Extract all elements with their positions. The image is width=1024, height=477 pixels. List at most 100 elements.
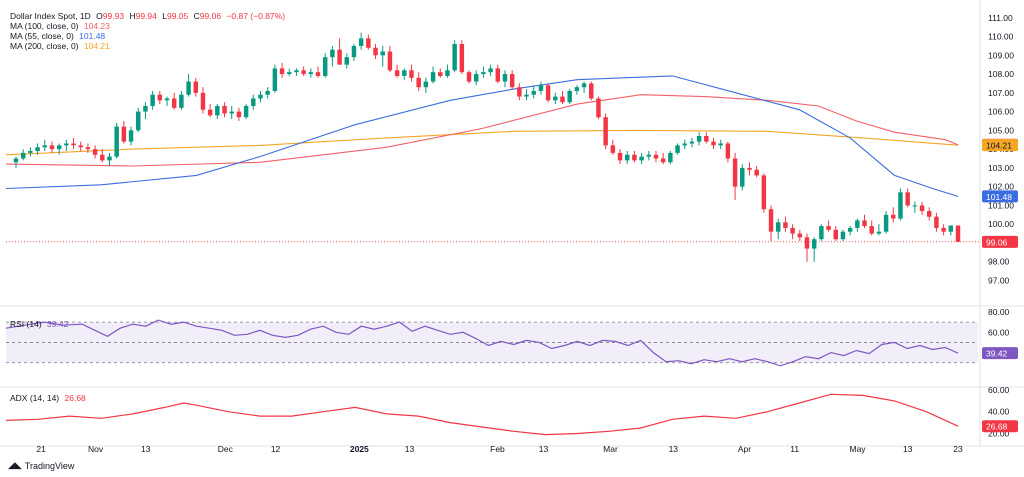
candle-body	[639, 156, 644, 161]
ma200-line	[5, 129, 959, 156]
candle-body	[85, 147, 91, 150]
candle-body	[157, 94, 163, 101]
rsi-badge-bg	[982, 347, 1018, 360]
candle-body	[71, 143, 76, 146]
candle-body	[251, 98, 256, 106]
price-tick-label: 109.00	[988, 50, 1014, 60]
candle-body	[301, 70, 306, 75]
adx-tick-label: 60.00	[988, 385, 1010, 395]
candle-body	[294, 70, 299, 73]
ma200-badge-bg	[982, 139, 1018, 152]
candle-body	[833, 229, 838, 240]
tradingview-logo-icon: ◢◣	[8, 460, 22, 470]
ma100-line	[5, 94, 959, 167]
candle-body	[337, 49, 342, 65]
candle-body	[35, 147, 40, 151]
candle-body	[603, 117, 608, 146]
candle-body	[927, 211, 932, 217]
adx-badge: 26.68	[986, 422, 1008, 432]
candle-body	[934, 216, 939, 228]
adx-tick-label: 20.00	[988, 428, 1010, 438]
candle-body	[912, 205, 918, 207]
candle-body	[373, 47, 378, 56]
candle-body	[351, 45, 357, 58]
candle-body	[840, 231, 846, 240]
candle-body	[567, 90, 572, 103]
close-label: C	[193, 11, 200, 21]
candle-body	[179, 94, 184, 108]
candle-body	[790, 227, 795, 234]
candle-body	[869, 226, 874, 234]
main-legend: Dollar Index Spot, 1D O99.93 H99.94 L99.…	[10, 11, 288, 21]
candle-body	[797, 233, 803, 238]
candle-body	[430, 72, 436, 82]
candle-body	[689, 141, 695, 144]
candle-body	[675, 145, 680, 153]
time-tick-label: 2025	[350, 444, 369, 454]
adx-badge-bg	[982, 420, 1018, 433]
candle-body	[747, 167, 752, 170]
candle-body	[445, 70, 450, 76]
candle-body	[696, 135, 702, 142]
candle-body	[668, 152, 673, 163]
candle-body	[775, 222, 781, 232]
tradingview-logo[interactable]: ◢◣ TradingView	[8, 460, 74, 471]
candle-body	[143, 105, 148, 112]
candle-body	[100, 154, 105, 161]
time-tick-label: 11	[790, 444, 799, 454]
candle-body	[330, 49, 335, 58]
candle-body	[13, 158, 19, 163]
candle-body	[919, 205, 925, 212]
candle-body	[322, 57, 328, 76]
price-tick-label: 98.00	[988, 257, 1010, 267]
open-number: 99.93	[102, 11, 125, 21]
time-tick-label: 13	[539, 444, 549, 454]
open-label: O	[96, 11, 103, 21]
ma200-value: 104.21	[83, 41, 110, 51]
adx-tick-label: 40.00	[988, 407, 1010, 417]
candle-body	[215, 105, 220, 116]
candle-body	[596, 98, 601, 118]
change-value: −0.87 (−0.87%)	[226, 11, 286, 21]
candle-body	[617, 152, 623, 161]
candle-body	[473, 74, 479, 82]
rsi-value: 39.42	[47, 319, 69, 329]
low-label: L	[162, 11, 167, 21]
price-tick-label: 111.00	[988, 13, 1013, 23]
candle-body	[754, 169, 759, 176]
price-tick-label: 105.00	[988, 125, 1014, 135]
time-tick-label: May	[849, 444, 866, 454]
price-tick-label: 108.00	[988, 69, 1014, 79]
candle-body	[459, 44, 465, 73]
rsi-line	[5, 319, 959, 367]
candle-body	[28, 151, 33, 153]
candle-body	[819, 226, 824, 240]
candle-body	[42, 145, 47, 148]
ma55-legend: MA (55, close, 0) 101.48	[10, 31, 108, 41]
candle-body	[704, 135, 709, 142]
candle-body	[279, 68, 285, 75]
candle-body	[725, 143, 731, 159]
price-tick-label: 97.00	[988, 275, 1010, 285]
candle-body	[891, 214, 896, 219]
time-tick-label: 21	[36, 444, 46, 454]
open-value: O99.93	[96, 11, 124, 21]
candle-body	[768, 209, 774, 232]
high-value: H99.94	[129, 11, 156, 21]
close-number: 99.06	[199, 11, 222, 21]
rsi-label: RSI (14)	[10, 319, 42, 329]
candle-body	[560, 96, 565, 103]
time-tick-label: Mar	[603, 444, 618, 454]
candle-body	[783, 222, 788, 228]
candle-body	[150, 94, 155, 106]
candle-body	[243, 105, 249, 118]
price-tick-label: 101.00	[988, 200, 1014, 210]
candle-body	[811, 239, 817, 249]
ma200-badge: 104.21	[986, 141, 1012, 151]
time-tick-label: 13	[405, 444, 415, 454]
candle-body	[136, 111, 141, 131]
candle-body	[315, 72, 321, 76]
candle-body	[78, 145, 83, 148]
